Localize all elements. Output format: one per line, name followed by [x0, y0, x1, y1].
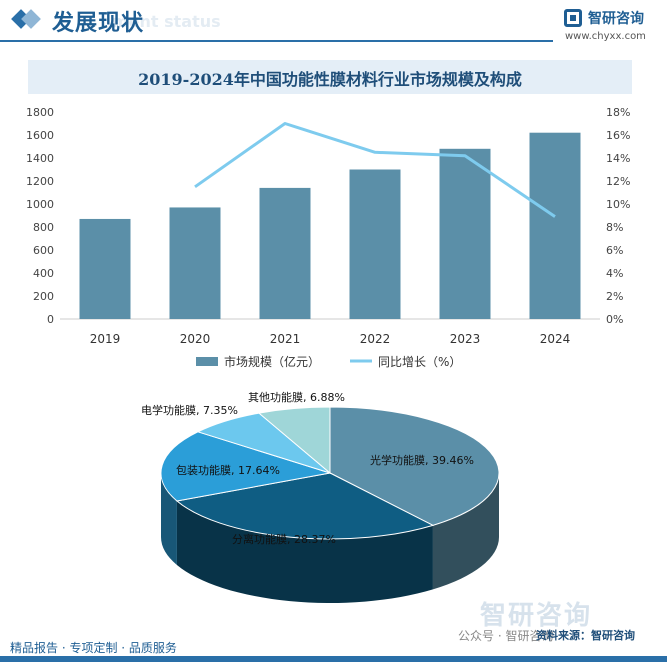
y-right-tick-label: 16%: [606, 129, 630, 142]
y-right-tick-label: 18%: [606, 106, 630, 119]
x-tick-label: 2022: [360, 332, 391, 346]
x-tick-label: 2021: [270, 332, 301, 346]
y-left-tick-label: 1800: [26, 106, 54, 119]
bar-2023: [439, 148, 491, 319]
brand-name: 智研咨询: [588, 11, 644, 27]
page-title: 发展现状: [52, 11, 145, 36]
x-tick-label: 2020: [180, 332, 211, 346]
chart-title-bar: 2019-2024年中国功能性膜材料行业市场规模及构成: [28, 60, 632, 94]
y-right-tick-label: 12%: [606, 175, 630, 188]
watermark-brand: 智研咨询: [480, 601, 593, 631]
y-left-tick-label: 1200: [26, 175, 54, 188]
y-left-tick-label: 1400: [26, 152, 54, 165]
legend-swatch-market-size: [196, 357, 218, 366]
y-left-tick-label: 800: [33, 221, 54, 234]
y-right-tick-label: 0%: [606, 313, 623, 326]
y-right-tick-label: 4%: [606, 267, 623, 280]
y-right-tick-label: 6%: [606, 244, 623, 257]
y-right-tick-label: 8%: [606, 221, 623, 234]
legend-label-growth: 同比增长（%）: [378, 355, 461, 369]
pie-slice-label: 电学功能膜, 7.35%: [141, 403, 238, 417]
bar-2022: [349, 169, 401, 319]
header-divider: [0, 40, 553, 42]
chart-title: 2019-2024年中国功能性膜材料行业市场规模及构成: [138, 70, 522, 89]
bar-2024: [529, 132, 581, 319]
bar-2019: [79, 218, 131, 319]
pie-slice-label: 包装功能膜, 17.64%: [176, 463, 280, 477]
y-right-tick-label: 10%: [606, 198, 630, 211]
page-header: ment status 发展现状 智研咨询 www.chyxx.com: [0, 0, 667, 42]
source-text: 资料来源：智研咨询: [536, 629, 635, 642]
y-right-tick-label: 2%: [606, 290, 623, 303]
pie-slice: [160, 431, 331, 502]
x-tick-label: 2019: [90, 332, 121, 346]
bar-2021: [259, 187, 311, 319]
pie-slice-label: 其他功能膜, 6.88%: [248, 390, 345, 404]
y-left-tick-label: 1600: [26, 129, 54, 142]
y-right-tick-label: 14%: [606, 152, 630, 165]
x-tick-label: 2024: [540, 332, 571, 346]
footer-slogan: 精品报告 · 专项定制 · 品质服务: [10, 641, 177, 655]
page-subtitle: ment status: [112, 12, 221, 31]
bar-2020: [169, 207, 221, 319]
pie-slice: [329, 406, 500, 526]
series-line-growth: [194, 122, 556, 218]
brand-logo-icon: [564, 9, 582, 27]
legend-label-market-size: 市场规模（亿元）: [224, 354, 320, 369]
pie-slice-label: 分离功能膜, 28.37%: [232, 532, 336, 546]
pie-side-wall: [176, 500, 433, 604]
y-left-tick-label: 1000: [26, 198, 54, 211]
y-left-tick-label: 0: [47, 313, 54, 326]
brand-url: www.chyxx.com: [565, 31, 646, 42]
pie-slice: [257, 406, 331, 475]
y-left-tick-label: 400: [33, 267, 54, 280]
y-left-tick-label: 200: [33, 290, 54, 303]
pie-slice-label: 光学功能膜, 39.46%: [370, 453, 474, 467]
wechat-label: 公众号 · 智研咨询: [458, 629, 554, 643]
x-tick-label: 2023: [450, 332, 481, 346]
pie-side-wall: [161, 473, 177, 565]
y-left-tick-label: 600: [33, 244, 54, 257]
footer-bar: [0, 656, 667, 662]
